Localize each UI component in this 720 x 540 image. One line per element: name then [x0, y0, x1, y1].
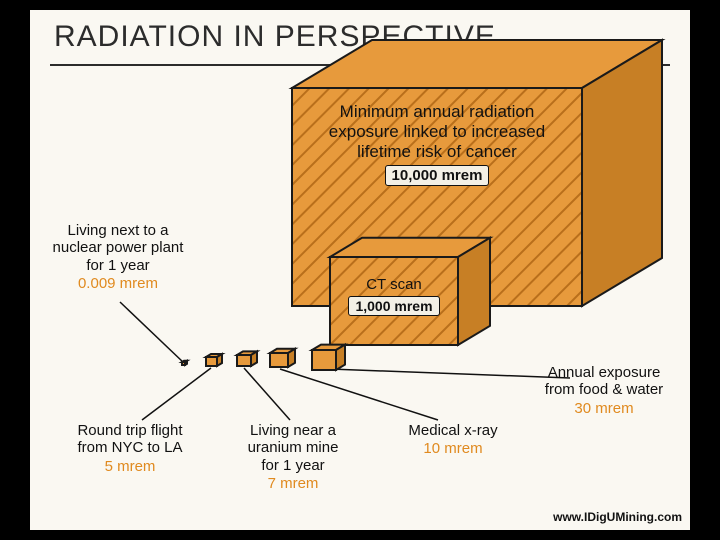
label-flight-value: 5 mrem	[40, 458, 220, 475]
label-plant-value: 0.009 mrem	[30, 275, 206, 292]
label-flight: Round trip flightfrom NYC to LA 5 mrem	[40, 422, 220, 475]
outer-frame: RADIATION IN PERSPECTIVE Minimum annual …	[0, 0, 720, 540]
label-xray-value: 10 mrem	[378, 440, 528, 457]
label-food-text: Annual exposurefrom food & water	[545, 364, 663, 398]
label-food-value: 30 mrem	[514, 400, 694, 417]
label-mine: Living near auranium minefor 1 year7 mre…	[208, 422, 378, 492]
label-plant-text: Living next to anuclear power plantfor 1…	[53, 222, 184, 274]
label-mine-value: 7 mrem	[208, 475, 378, 492]
label-flight-text: Round trip flightfrom NYC to LA	[77, 422, 182, 456]
infographic-canvas: RADIATION IN PERSPECTIVE Minimum annual …	[30, 10, 690, 530]
label-mine-text: Living near auranium minefor 1 year	[248, 422, 339, 474]
label-food: Annual exposurefrom food & water 30 mrem	[514, 364, 694, 417]
source-credit: www.IDigUMining.com	[553, 510, 682, 524]
label-plant: Living next to anuclear power plantfor 1…	[30, 222, 206, 292]
label-xray: Medical x-ray10 mrem	[378, 422, 528, 458]
label-xray-text: Medical x-ray	[408, 422, 497, 439]
